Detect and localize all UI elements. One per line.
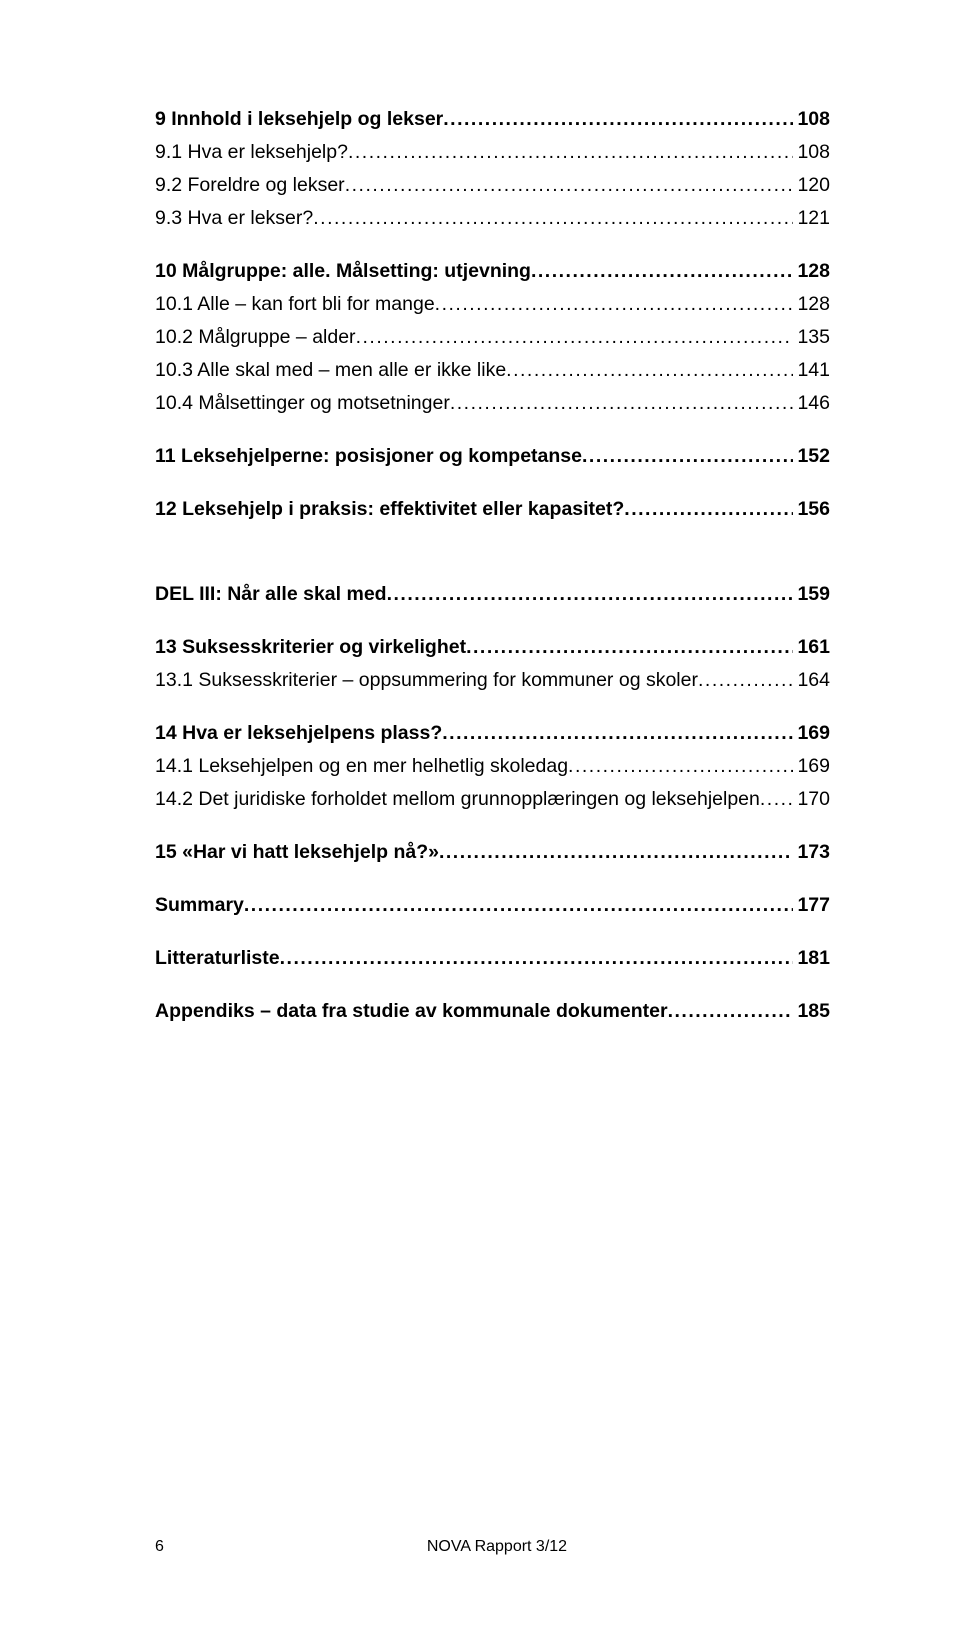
- toc-leader-dots: [439, 841, 793, 864]
- toc-entry-label: Summary: [155, 894, 244, 917]
- toc-entry-label: 13.1 Suksesskriterier – oppsummering for…: [155, 669, 698, 692]
- toc-entry-page: 121: [793, 207, 830, 230]
- toc-entry: 12 Leksehjelp i praksis: effektivitet el…: [155, 498, 830, 521]
- toc-entry: Litteraturliste 181: [155, 947, 830, 970]
- page-footer: 6 NOVA Rapport 3/12: [155, 1538, 830, 1556]
- toc-leader-dots: [356, 326, 794, 349]
- toc-leader-dots: [466, 636, 793, 659]
- toc-entry: 13 Suksesskriterier og virkelighet 161: [155, 636, 830, 659]
- toc-entry: Appendiks – data fra studie av kommunale…: [155, 1000, 830, 1023]
- toc-leader-dots: [244, 894, 794, 917]
- toc-entry-page: 146: [793, 392, 830, 415]
- toc-entry: Summary 177: [155, 894, 830, 917]
- toc-entry-label: 10 Målgruppe: alle. Målsetting: utjevnin…: [155, 260, 531, 283]
- toc-entry-page: 170: [793, 788, 830, 811]
- toc-entry-label: 10.1 Alle – kan fort bli for mange: [155, 293, 435, 316]
- toc-entry-page: 164: [793, 669, 830, 692]
- toc-entry-label: DEL III: Når alle skal med: [155, 583, 387, 606]
- toc-entry-label: 11 Leksehjelperne: posisjoner og kompeta…: [155, 445, 582, 468]
- toc-entry-label: 15 «Har vi hatt leksehjelp nå?»: [155, 841, 439, 864]
- toc-entry-label: 13 Suksesskriterier og virkelighet: [155, 636, 466, 659]
- toc-leader-dots: [668, 1000, 794, 1023]
- toc-entry-page: 159: [793, 583, 830, 606]
- toc-entry-label: 10.4 Målsettinger og motsetninger: [155, 392, 450, 415]
- toc-leader-dots: [531, 260, 793, 283]
- toc-entry: DEL III: Når alle skal med 159: [155, 583, 830, 606]
- toc-entry-page: 141: [793, 359, 830, 382]
- toc-entry-page: 120: [793, 174, 830, 197]
- toc-leader-dots: [698, 669, 793, 692]
- toc-leader-dots: [443, 108, 793, 131]
- toc-entry: 9.3 Hva er lekser? 121: [155, 207, 830, 230]
- toc-leader-dots: [582, 445, 793, 468]
- toc-entry: 10.2 Målgruppe – alder 135: [155, 326, 830, 349]
- toc-entry: 14 Hva er leksehjelpens plass? 169: [155, 722, 830, 745]
- toc-entry-label: 12 Leksehjelp i praksis: effektivitet el…: [155, 498, 624, 521]
- toc-entry: 14.2 Det juridiske forholdet mellom grun…: [155, 788, 830, 811]
- toc-leader-dots: [280, 947, 794, 970]
- toc-entry: 14.1 Leksehjelpen og en mer helhetlig sk…: [155, 755, 830, 778]
- toc-leader-dots: [568, 755, 793, 778]
- toc-entry-page: 128: [793, 260, 830, 283]
- toc-entry-page: 181: [793, 947, 830, 970]
- toc-leader-dots: [348, 141, 794, 164]
- footer-page-number: 6: [155, 1538, 164, 1556]
- toc-leader-dots: [345, 174, 794, 197]
- toc-entry-page: 185: [793, 1000, 830, 1023]
- toc-entry-page: 169: [793, 755, 830, 778]
- toc-leader-dots: [442, 722, 793, 745]
- toc-entry: 9.1 Hva er leksehjelp? 108: [155, 141, 830, 164]
- table-of-contents: 9 Innhold i leksehjelp og lekser1089.1 H…: [155, 108, 830, 1023]
- toc-entry-page: 108: [793, 108, 830, 131]
- toc-leader-dots: [624, 498, 793, 521]
- toc-entry-label: 9 Innhold i leksehjelp og lekser: [155, 108, 443, 131]
- toc-entry-page: 161: [793, 636, 830, 659]
- toc-leader-dots: [387, 583, 794, 606]
- toc-entry-page: 128: [793, 293, 830, 316]
- toc-entry: 10.4 Målsettinger og motsetninger 146: [155, 392, 830, 415]
- toc-entry: 10.1 Alle – kan fort bli for mange 128: [155, 293, 830, 316]
- toc-leader-dots: [435, 293, 794, 316]
- toc-entry-page: 108: [793, 141, 830, 164]
- toc-entry: 9.2 Foreldre og lekser 120: [155, 174, 830, 197]
- toc-leader-dots: [506, 359, 793, 382]
- toc-entry-page: 152: [793, 445, 830, 468]
- toc-entry-page: 173: [793, 841, 830, 864]
- toc-entry: 13.1 Suksesskriterier – oppsummering for…: [155, 669, 830, 692]
- toc-entry-page: 156: [793, 498, 830, 521]
- toc-entry-label: 14.1 Leksehjelpen og en mer helhetlig sk…: [155, 755, 568, 778]
- toc-entry-label: 10.3 Alle skal med – men alle er ikke li…: [155, 359, 506, 382]
- toc-entry-label: 14 Hva er leksehjelpens plass?: [155, 722, 442, 745]
- toc-entry: 10 Målgruppe: alle. Målsetting: utjevnin…: [155, 260, 830, 283]
- toc-leader-dots: [450, 392, 794, 415]
- toc-entry-page: 169: [793, 722, 830, 745]
- toc-entry-label: 14.2 Det juridiske forholdet mellom grun…: [155, 788, 760, 811]
- toc-entry: 11 Leksehjelperne: posisjoner og kompeta…: [155, 445, 830, 468]
- footer-center-text: NOVA Rapport 3/12: [427, 1538, 567, 1556]
- toc-entry-label: 10.2 Målgruppe – alder: [155, 326, 356, 349]
- toc-entry-label: Litteraturliste: [155, 947, 280, 970]
- toc-entry: 10.3 Alle skal med – men alle er ikke li…: [155, 359, 830, 382]
- toc-entry-label: 9.3 Hva er lekser?: [155, 207, 313, 230]
- toc-entry-page: 177: [793, 894, 830, 917]
- toc-entry-label: 9.1 Hva er leksehjelp?: [155, 141, 348, 164]
- toc-entry-page: 135: [793, 326, 830, 349]
- toc-leader-dots: [313, 207, 793, 230]
- toc-entry-label: 9.2 Foreldre og lekser: [155, 174, 345, 197]
- toc-entry: 15 «Har vi hatt leksehjelp nå?» 173: [155, 841, 830, 864]
- toc-entry: 9 Innhold i leksehjelp og lekser 108: [155, 108, 830, 131]
- toc-leader-dots: [760, 788, 794, 811]
- toc-entry-label: Appendiks – data fra studie av kommunale…: [155, 1000, 668, 1023]
